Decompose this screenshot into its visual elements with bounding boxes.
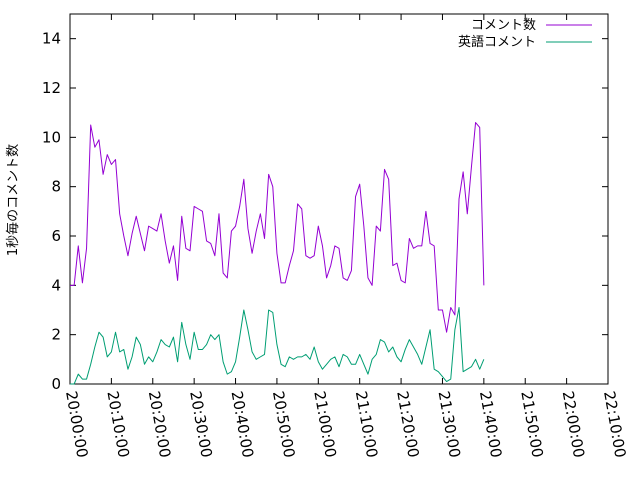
x-tick-label: 22:00:00 (559, 390, 588, 459)
x-tick-label: 20:20:00 (145, 390, 174, 459)
x-tick-label: 20:40:00 (228, 390, 257, 459)
x-tick-label: 21:50:00 (517, 390, 546, 459)
x-tick-label: 21:30:00 (435, 390, 464, 459)
x-tick-label: 21:20:00 (393, 390, 422, 459)
x-tick-label: 21:00:00 (310, 390, 339, 459)
legend-label-comments: コメント数 (471, 18, 536, 33)
y-tick-label: 10 (42, 128, 61, 146)
y-tick-labels: 0 2 4 6 8 10 12 14 (42, 30, 61, 393)
y-axis-label: 1秒毎のコメント数 (5, 144, 21, 256)
y-tick-label: 14 (42, 30, 61, 48)
x-tick-label: 20:10:00 (103, 390, 132, 459)
y-tick-label: 6 (51, 227, 61, 245)
series-line-0 (70, 122, 485, 333)
x-tick-label: 20:00:00 (62, 390, 91, 459)
tick-marks (69, 14, 609, 385)
x-tick-label: 20:30:00 (186, 390, 215, 459)
series-line-1 (70, 307, 485, 385)
x-tick-label: 20:50:00 (269, 390, 298, 459)
series-layer (70, 122, 485, 385)
y-tick-label: 8 (51, 178, 61, 196)
plot-frame (69, 13, 609, 385)
y-tick-label: 12 (42, 79, 61, 97)
y-tick-label: 4 (51, 276, 61, 294)
y-tick-label: 2 (51, 326, 61, 344)
x-tick-label: 22:10:00 (600, 390, 629, 459)
legend: コメント数 英語コメント (458, 18, 592, 50)
legend-label-english-comments: 英語コメント (458, 34, 536, 50)
x-tick-labels: 20:00:00 20:10:00 20:20:00 20:30:00 20:40:00… (62, 390, 629, 459)
x-tick-label: 21:40:00 (476, 390, 505, 459)
x-tick-label: 21:10:00 (352, 390, 381, 459)
y-tick-label: 0 (51, 375, 61, 393)
